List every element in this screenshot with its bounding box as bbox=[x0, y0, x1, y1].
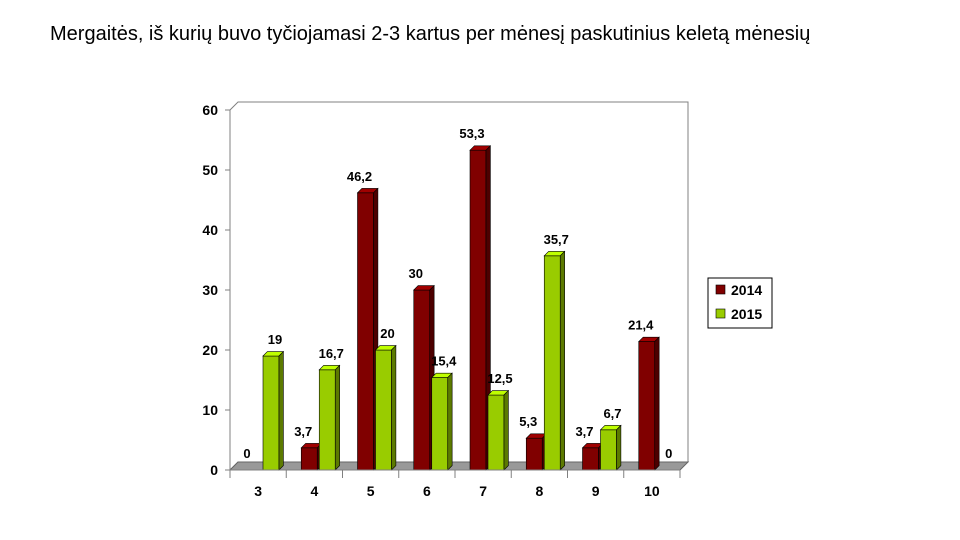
bar-2014-8 bbox=[525, 433, 548, 471]
bar-2015-8 bbox=[543, 250, 566, 471]
data-label-2014-5: 46,2 bbox=[347, 169, 372, 184]
data-label-2015-9: 6,7 bbox=[603, 406, 621, 421]
data-label-2014-10: 21,4 bbox=[628, 318, 654, 333]
data-label-2015-6: 15,4 bbox=[431, 354, 457, 369]
plot-frame bbox=[228, 101, 690, 472]
legend-label-2014: 2014 bbox=[731, 282, 762, 298]
data-label-2015-5: 20 bbox=[380, 326, 394, 341]
x-tick-6: 6 bbox=[423, 483, 431, 499]
x-tick-5: 5 bbox=[367, 483, 375, 499]
legend-label-2015: 2015 bbox=[731, 306, 762, 322]
x-tick-8: 8 bbox=[535, 483, 543, 499]
data-label-2014-4: 3,7 bbox=[294, 424, 312, 439]
bar-2014-4 bbox=[300, 442, 323, 471]
bar-2014-10 bbox=[638, 336, 660, 471]
legend-swatch-2015 bbox=[715, 308, 726, 319]
legend-swatch-2014 bbox=[715, 284, 726, 295]
data-labels: 0 19 3,7 16,7 46,2 20 30 15,4 53,3 12,5 5,3 35,7 3,7… bbox=[243, 126, 672, 461]
y-tick-10: 10 bbox=[202, 402, 218, 418]
bar-2014-9 bbox=[581, 442, 604, 471]
y-tick-0: 0 bbox=[210, 462, 218, 478]
x-tick-4: 4 bbox=[310, 483, 318, 499]
bar-2015-9 bbox=[599, 424, 622, 471]
data-label-2015-10: 0 bbox=[665, 446, 672, 461]
data-label-2015-3: 19 bbox=[268, 332, 282, 347]
data-label-2014-7: 53,3 bbox=[459, 126, 484, 141]
bar-2015-4 bbox=[318, 364, 341, 471]
legend: 2014 2015 bbox=[707, 277, 773, 329]
bar-2014-7 bbox=[469, 145, 492, 471]
y-tick-40: 40 bbox=[202, 222, 218, 238]
bar-2015-6 bbox=[431, 372, 453, 471]
bar-2015-3 bbox=[262, 350, 285, 471]
x-tick-3: 3 bbox=[254, 483, 262, 499]
x-tick-9: 9 bbox=[592, 483, 600, 499]
bar-2014-6 bbox=[413, 284, 435, 471]
y-tick-50: 50 bbox=[202, 162, 218, 178]
data-label-2015-7: 12,5 bbox=[487, 371, 512, 386]
data-label-2014-6: 30 bbox=[409, 266, 423, 281]
x-tick-7: 7 bbox=[479, 483, 487, 499]
data-label-2015-4: 16,7 bbox=[319, 346, 344, 361]
y-tick-30: 30 bbox=[202, 282, 218, 298]
data-label-2014-9: 3,7 bbox=[575, 424, 593, 439]
data-label-2015-8: 35,7 bbox=[544, 232, 569, 247]
y-tick-60: 60 bbox=[202, 102, 218, 118]
x-tick-10: 10 bbox=[644, 483, 660, 499]
bar-2015-5 bbox=[374, 344, 397, 471]
slide-title: Mergaitės, iš kurių buvo tyčiojamasi 2-3… bbox=[50, 23, 811, 45]
bar-2015-7 bbox=[487, 389, 510, 471]
data-label-2014-8: 5,3 bbox=[519, 414, 537, 429]
data-label-2014-3: 0 bbox=[243, 446, 250, 461]
axes: 3 4 5 6 7 8 9 10 0 10 20 30 40 50 60 bbox=[202, 102, 681, 499]
bar-2014-5 bbox=[356, 187, 379, 471]
y-tick-20: 20 bbox=[202, 342, 218, 358]
